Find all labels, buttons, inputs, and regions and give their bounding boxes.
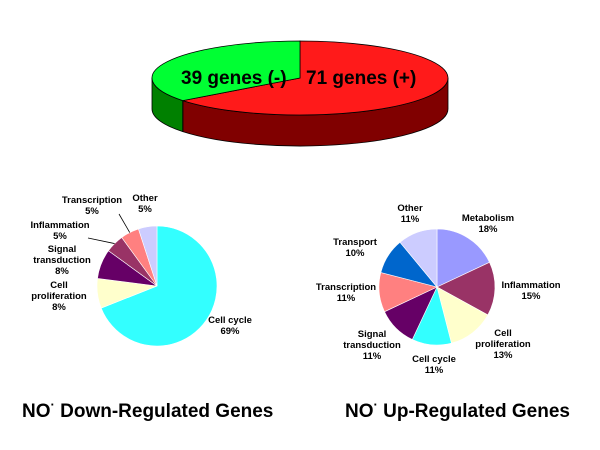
top-3d-pie: 39 genes (-) 71 genes (+)	[151, 40, 449, 147]
down-pie-label-cell-cycle: Cell cycle 69%	[208, 315, 252, 337]
up-regulated-pie: Metabolism 18% Inflammation 15% Cell prolifer…	[316, 203, 561, 376]
up-pie-label-inflammation: Inflammation 15%	[501, 280, 560, 302]
up-pie-slice-inflammation	[436, 261, 496, 316]
up-pie-label-transport: Transport 10%	[333, 237, 378, 259]
down-pie-leader-transcription	[118, 213, 131, 233]
down-pie-label-signal-transduction: Signal transduction 8%	[33, 244, 91, 277]
down-pie-label-other: Other 5%	[132, 193, 158, 215]
up-pie-label-transcription: Transcription 11%	[316, 282, 376, 304]
up-pie-slice-metabolism	[436, 228, 490, 288]
top-pie-slice-plus	[182, 40, 449, 116]
up-pie-label-cell-cycle: Cell cycle 11%	[412, 354, 456, 376]
down-pie-slice-other	[138, 225, 158, 287]
down-regulated-title: NO· Down-Regulated Genes	[22, 397, 273, 422]
top-pie-label-plus: 71 genes (+)	[306, 68, 416, 89]
down-pie-label-cell-proliferation: Cell proliferation 8%	[31, 280, 87, 313]
down-regulated-pie: Cell cycle 69% Cell proliferation 8%Signal tr…	[30, 193, 252, 347]
top-pie-slice-minus	[151, 40, 301, 102]
down-pie-slice-cell-cycle	[100, 225, 218, 347]
down-pie-label-transcription: Transcription 5%	[62, 195, 122, 217]
down-pie-leader-inflammation	[87, 237, 115, 244]
down-pie-label-inflammation: Inflammation 5%	[30, 220, 89, 242]
up-pie-label-signal-transduction: Signal transduction 11%	[343, 329, 401, 362]
up-pie-label-metabolism: Metabolism 18%	[462, 213, 514, 235]
up-pie-label-other: Other 11%	[397, 203, 423, 225]
top-pie-label-minus: 39 genes (-)	[181, 68, 287, 89]
up-regulated-title: NO· Up-Regulated Genes	[345, 397, 570, 422]
up-pie-slice-other	[399, 228, 438, 288]
up-pie-label-cell-proliferation: Cell proliferation 13%	[475, 328, 531, 361]
